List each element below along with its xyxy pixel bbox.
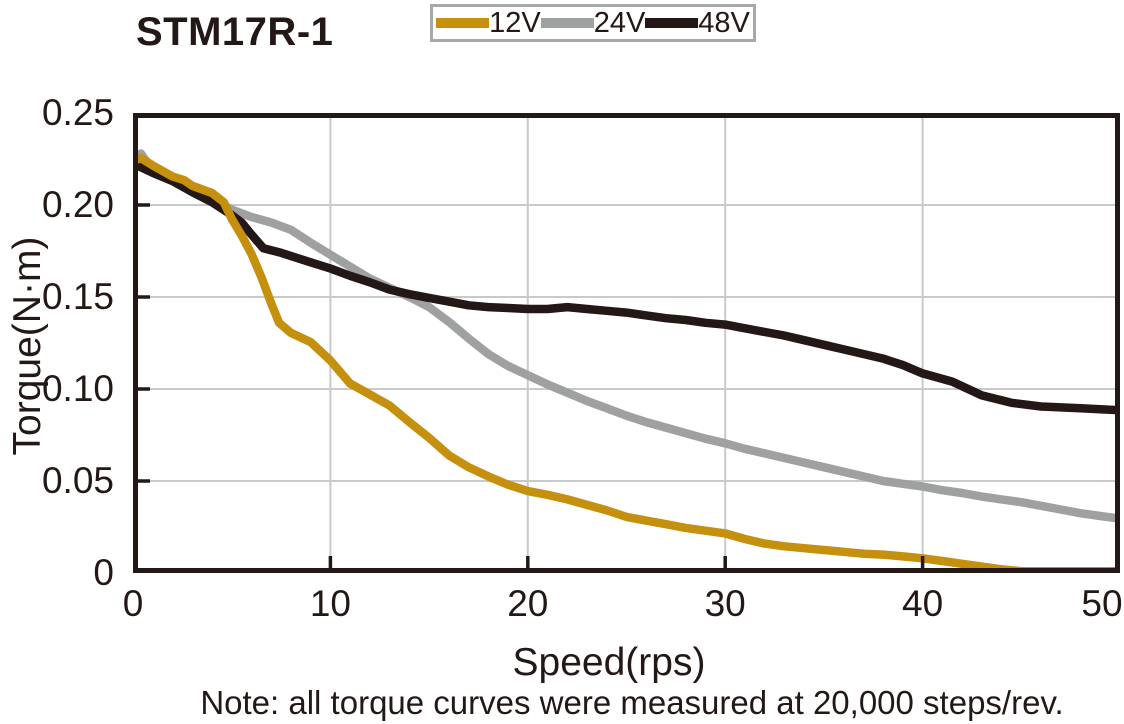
legend-swatch-12v [436, 18, 490, 28]
xtick-label-20: 20 [507, 583, 549, 624]
y-axis-label: Torque(N·m) [6, 236, 49, 456]
xtick-label-40: 40 [902, 583, 944, 624]
legend-item-12v: 12V [436, 6, 541, 39]
curve-24v [133, 149, 1120, 523]
xtick-label-50: 50 [1081, 583, 1123, 624]
xtick-label-30: 30 [704, 583, 746, 624]
plot-canvas [133, 113, 1120, 573]
plot-border [133, 113, 1120, 573]
plot-area [133, 113, 1120, 573]
chart-title: STM17R-1 [136, 10, 334, 54]
legend-label-12v: 12V [489, 6, 541, 39]
legend-label-24v: 24V [593, 6, 646, 39]
ytick-label-0.25: 0.25 [41, 92, 114, 133]
xtick-label-0: 0 [122, 583, 144, 624]
xtick-label-10: 10 [309, 583, 351, 624]
legend-swatch-48v [645, 18, 699, 28]
x-axis-label: Speed(rps) [512, 641, 706, 684]
curve-48v [133, 159, 1120, 415]
ytick-label-0: 0 [93, 552, 114, 593]
chart-note: Note: all torque curves were measured at… [200, 684, 1064, 721]
ytick-label-0.15: 0.15 [41, 276, 114, 317]
legend-item-48v: 48V [645, 6, 750, 39]
ytick-label-0.05: 0.05 [41, 460, 114, 501]
curve-12v [133, 153, 1120, 573]
legend-label-48v: 48V [698, 6, 750, 39]
ytick-label-0.20: 0.20 [41, 184, 114, 225]
legend: 12V 24V 48V [430, 4, 756, 42]
legend-swatch-24v [540, 18, 594, 28]
legend-item-24v: 24V [540, 6, 646, 39]
ytick-label-0.10: 0.10 [41, 368, 114, 409]
